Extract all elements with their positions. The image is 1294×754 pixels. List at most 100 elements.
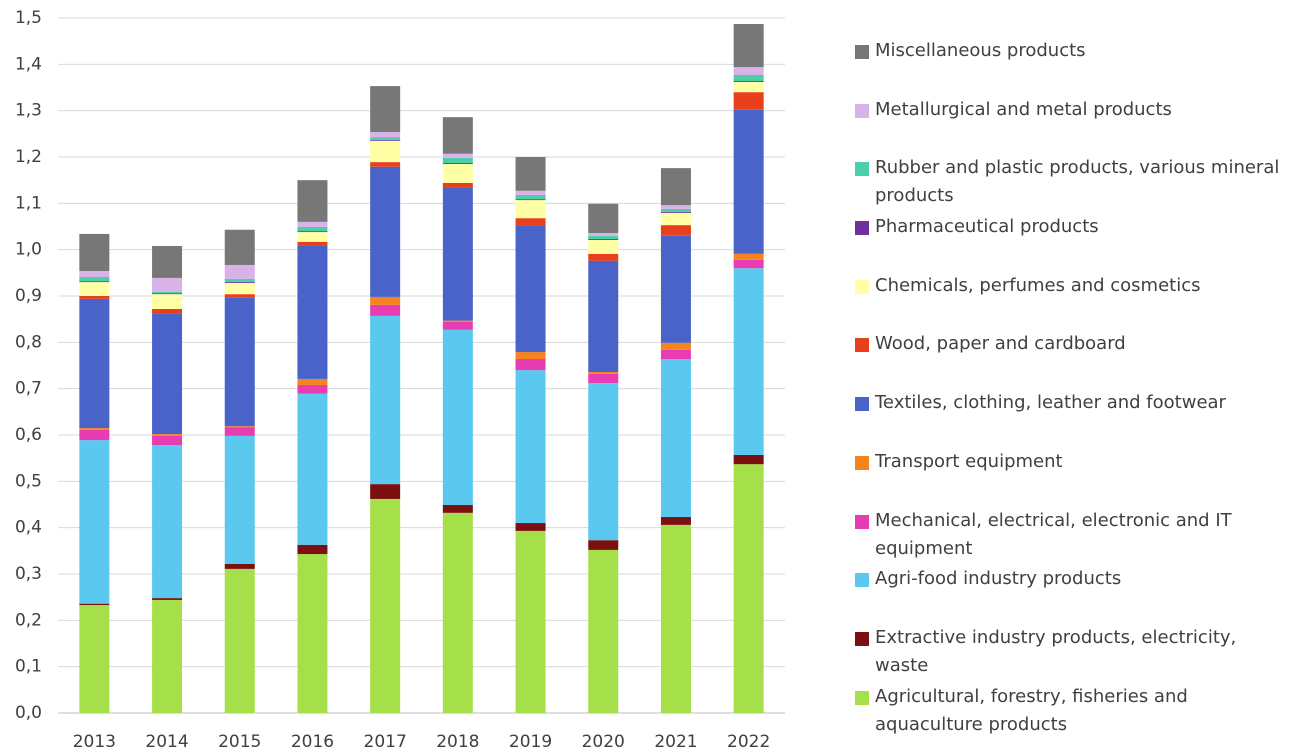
legend-item: Metallurgical and metal products — [855, 81, 1294, 140]
bar-segment — [660, 168, 691, 206]
bar-segment — [297, 378, 328, 385]
bar-segment — [733, 92, 764, 110]
bar-segment — [224, 563, 255, 569]
legend-swatch — [855, 162, 869, 177]
bar-segment — [152, 599, 183, 713]
legend-label: Rubber and plastic products, various min… — [875, 157, 1280, 207]
legend-swatch — [855, 514, 869, 529]
legend-swatch — [855, 573, 869, 588]
bar-segment — [224, 278, 255, 283]
legend-swatch — [855, 455, 869, 470]
bar-segment — [515, 370, 546, 524]
bar-segment — [79, 429, 110, 441]
bar-segment — [224, 426, 255, 428]
legend-item: Mechanical, electrical, electronic and I… — [855, 492, 1294, 559]
bar-segment — [660, 208, 691, 213]
bar-segment — [733, 67, 764, 75]
bar-segment — [297, 393, 328, 545]
bar-segment — [588, 239, 619, 240]
y-tick-label: 1,0 — [15, 240, 42, 260]
legend-item: Miscellaneous products — [855, 22, 1294, 81]
bar-segment — [297, 544, 328, 555]
legend-swatch — [855, 690, 869, 705]
bar-segment — [224, 435, 255, 564]
bar-segment — [588, 260, 619, 372]
bar-segment — [660, 212, 691, 214]
y-tick-label: 0,3 — [15, 564, 42, 584]
bar-segment — [660, 517, 691, 525]
bar-segment — [588, 253, 619, 261]
y-tick-label: 1,3 — [15, 101, 42, 121]
bar-segment — [79, 270, 110, 278]
bar-segment — [224, 568, 255, 713]
bar-segment — [733, 74, 764, 82]
bar-segment — [515, 194, 546, 200]
bar-segment — [733, 81, 764, 82]
bar-segment — [733, 109, 764, 254]
legend-item: Transport equipment — [855, 433, 1294, 492]
legend-item: Rubber and plastic products, various min… — [855, 139, 1294, 206]
bar-segment — [370, 166, 401, 297]
legend-item: Pharmaceutical products — [855, 198, 1294, 257]
x-tick-label: 2017 — [364, 732, 407, 752]
y-tick-label: 0,9 — [15, 286, 42, 306]
bar-segment — [370, 140, 401, 163]
bar-segment — [515, 157, 546, 191]
legend-label: Agri-food industry products — [875, 568, 1122, 590]
bar-segment — [224, 229, 255, 265]
legend-label: Extractive industry products, electricit… — [875, 626, 1237, 676]
bar-segment — [515, 225, 546, 353]
bar-segment — [224, 283, 255, 295]
x-tick-label: 2013 — [73, 732, 116, 752]
bar-segment — [660, 359, 691, 518]
x-tick-label: 2016 — [291, 732, 334, 752]
y-tick-label: 0,6 — [15, 425, 42, 445]
x-tick-label: 2018 — [436, 732, 479, 752]
bar-segment — [297, 221, 328, 227]
bar-segment — [588, 373, 619, 384]
bar-segment — [588, 232, 619, 236]
bar-segment — [733, 454, 764, 465]
bar-segment — [515, 218, 546, 226]
bar-segment — [370, 315, 401, 485]
legend-item: Agri-food industry products — [855, 550, 1294, 609]
y-tick-label: 1,1 — [15, 193, 42, 213]
bar-segment — [152, 293, 183, 295]
legend-label: Transport equipment — [875, 450, 1063, 472]
bar-segment — [588, 540, 619, 550]
legend-swatch — [855, 221, 869, 236]
bar-segment — [588, 203, 619, 233]
bar-segment — [152, 291, 183, 294]
legend-swatch — [855, 338, 869, 353]
legend-item: Agricultural, forestry, fisheries and aq… — [855, 668, 1294, 735]
bar-segment — [152, 435, 183, 446]
bar-segment — [733, 81, 764, 93]
bar-segment — [660, 205, 691, 209]
bar-segment — [442, 153, 473, 158]
x-tick-label: 2022 — [727, 732, 770, 752]
bar-segment — [370, 139, 401, 141]
bar-segment — [297, 232, 328, 242]
legend-swatch — [855, 103, 869, 118]
bar-segment — [79, 281, 110, 283]
legend-label: Agricultural, forestry, fisheries and aq… — [875, 685, 1188, 735]
legend-label: Miscellaneous products — [875, 40, 1086, 61]
bar-segment — [152, 308, 183, 314]
bar-segment — [442, 321, 473, 330]
bar-segment — [370, 86, 401, 132]
bar-segment — [442, 320, 473, 322]
bar-segment — [515, 199, 546, 201]
y-tick-label: 0,2 — [15, 610, 42, 630]
bar-segment — [79, 605, 110, 713]
bar-segment — [442, 182, 473, 188]
bar-segment — [370, 304, 401, 316]
legend-label: Mechanical, electrical, electronic and I… — [875, 509, 1232, 559]
bar-segment — [442, 157, 473, 164]
bar-segment — [733, 253, 764, 260]
bar-segment — [152, 245, 183, 278]
bar-segment — [660, 524, 691, 713]
bar-segment — [588, 549, 619, 713]
legend-swatch — [855, 397, 869, 412]
bar-segment — [370, 162, 401, 167]
